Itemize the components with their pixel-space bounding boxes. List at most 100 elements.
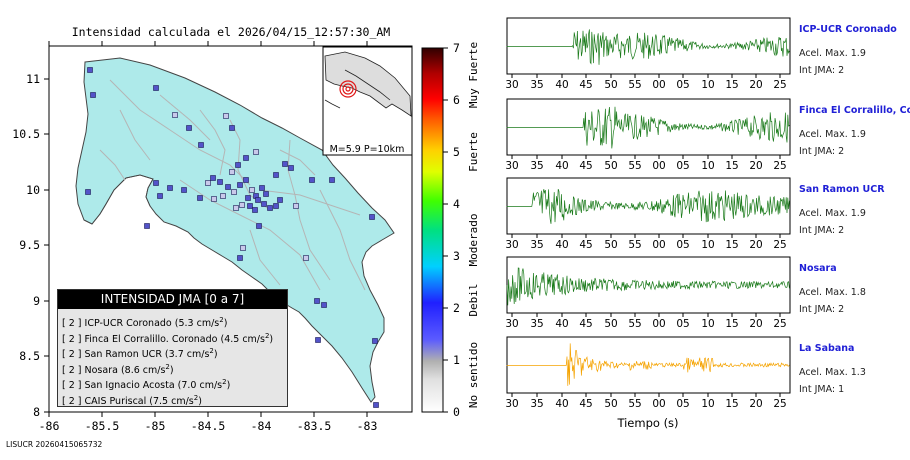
seismogram-x-tick: 10 [701,318,714,330]
seismogram-x-tick: 55 [628,318,641,330]
map-x-tick: -85 [145,419,166,433]
colorbar-tick: 0 [453,405,460,419]
station-marker [277,197,283,203]
station-acel-max: Acel. Max. 1.8 [799,287,866,298]
seismogram-x-tick: 40 [555,79,568,91]
inset-map: M=5.9 P=10km [322,46,413,156]
seismogram-x-tick: 55 [628,398,641,410]
station-marker [321,302,327,308]
seismogram-x-tick: 05 [676,79,689,91]
seismogram-x-tick: 45 [579,318,592,330]
seismogram-trace [506,188,790,224]
intensity-legend: INTENSIDAD JMA [0 a 7] [ 2 ] ICP-UCR Cor… [57,289,288,407]
colorbar-tick: 5 [453,145,460,159]
seismogram-x-tick: 20 [749,160,762,172]
seismogram-x-tick: 40 [555,318,568,330]
station-marker [240,245,246,251]
station-marker [256,223,262,229]
seismogram-x-tick: 00 [652,160,665,172]
station-marker [144,223,150,229]
seismogram-x-tick: 30 [505,318,518,330]
seismogram-x-tick: 30 [505,398,518,410]
station-marker [372,338,378,344]
seismogram-x-tick: 25 [773,398,786,410]
map-y-tick: 10 [26,183,40,197]
seismogram-x-tick: 00 [652,398,665,410]
legend-entry: [ 2 ] CAIS Puriscal (7.5 cm/s2) [62,393,202,407]
station-marker [259,185,265,191]
seismogram-x-tick: 15 [725,239,738,251]
station-int-jma: Int JMA: 2 [799,65,845,76]
seismogram-x-tick: 10 [701,239,714,251]
seismogram-x-tick: 25 [773,160,786,172]
colorbar-label: No sentido [467,342,480,408]
seismogram-x-tick: 35 [530,160,543,172]
station-markers [85,67,379,408]
station-marker [167,185,173,191]
seismogram-x-tick: 15 [725,398,738,410]
seismogram-x-tick: 45 [579,160,592,172]
seismogram-x-tick: 50 [604,79,617,91]
seismogram-panels: 30 35 40 45 50 55 00 05 10 15 20 25 30 35 40 45 50 55 00 05… [505,17,791,430]
seismogram-x-tick: 50 [604,239,617,251]
station-marker [247,203,253,209]
station-marker [205,180,211,186]
station-marker [153,180,159,186]
colorbar-label: Fuerte [467,132,480,172]
seismogram-panel: 30 35 40 45 50 55 00 05 10 15 20 25 [505,256,791,330]
station-name: ICP-UCR Coronado [799,24,897,35]
seismogram-x-tick: 50 [604,318,617,330]
map-y-tick: 8.5 [19,349,40,363]
station-name: San Ramon UCR [799,184,885,195]
map-y-tick: 11 [26,72,40,86]
station-marker [263,191,269,197]
colorbar-tick: 3 [453,249,460,263]
legend-entry: [ 2 ] Nosara (8.6 cm/s2) [62,362,174,376]
seismogram-trace [506,29,790,65]
seismogram-x-tick: 15 [725,160,738,172]
seismogram-x-tick: 15 [725,79,738,91]
station-marker [211,196,217,202]
station-name: Nosara [799,263,837,274]
station-marker [231,189,237,195]
colorbar-tick: 7 [453,41,460,55]
seismogram-x-tick: 15 [725,318,738,330]
station-marker [243,155,249,161]
station-marker [253,149,259,155]
legend-entry: [ 2 ] ICP-UCR Coronado (5.3 cm/s2) [62,316,228,330]
seismogram-x-tick: 10 [701,160,714,172]
station-name: La Sabana [799,343,855,354]
seismogram-x-tick: 00 [652,318,665,330]
station-marker [223,113,229,119]
legend-list: [ 2 ] ICP-UCR Coronado (5.3 cm/s2) [ 2 ] … [58,309,287,407]
station-marker [85,189,91,195]
seismogram-x-tick: 25 [773,318,786,330]
colorbar-label: Muy Fuerte [467,42,480,108]
map-x-tick: -85.5 [85,419,120,433]
station-marker [237,255,243,261]
station-marker [229,125,235,131]
footer-id: LISUCR 20260415065732 [6,440,103,449]
seismogram-panel: 30 35 40 45 50 55 00 05 10 15 20 25 [505,336,791,410]
station-marker [220,193,226,199]
station-int-jma: Int JMA: 1 [799,384,845,395]
station-int-jma: Int JMA: 2 [799,304,845,315]
colorbar-tick: 2 [453,301,460,315]
seismogram-x-tick: 25 [773,239,786,251]
station-marker [90,92,96,98]
station-marker [288,165,294,171]
station-int-jma: Int JMA: 2 [799,146,845,157]
station-marker [273,172,279,178]
map-y-tick: 10.5 [12,127,40,141]
map-x-tick: -84.5 [191,419,226,433]
station-acel-max: Acel. Max. 1.3 [799,367,866,378]
colorbar-tick: 4 [453,197,460,211]
map-x-tick: -83 [357,419,378,433]
seismogram-x-tick: 00 [652,239,665,251]
colorbar-label: Debil [467,283,480,316]
station-marker [217,179,223,185]
station-marker [255,197,261,203]
colorbar-label: Moderado [467,214,480,267]
seismogram-x-tick: 35 [530,79,543,91]
